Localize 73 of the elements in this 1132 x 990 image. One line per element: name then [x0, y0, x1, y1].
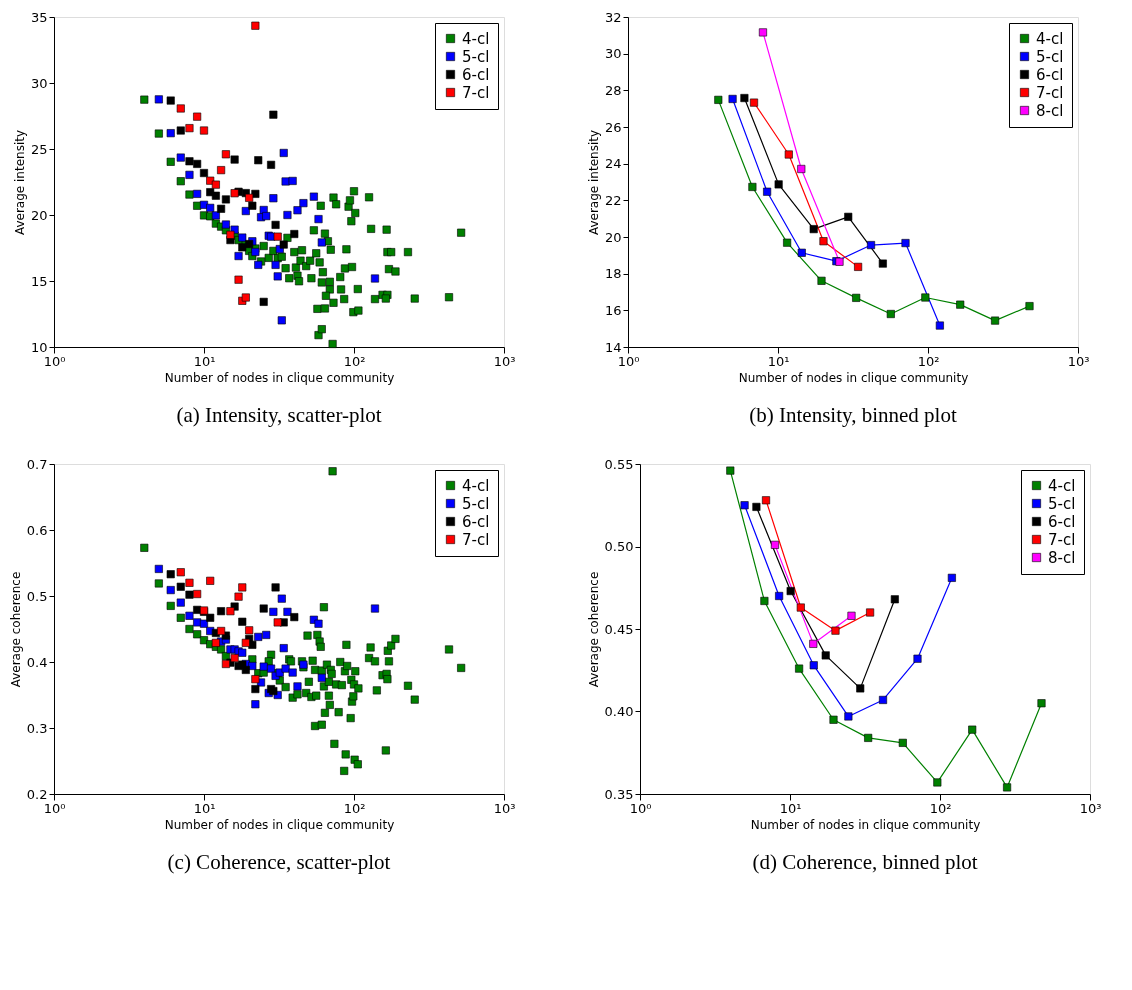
y-tick-label: 26 [604, 119, 622, 135]
y-tick-label: 0.35 [604, 786, 634, 802]
y-tick-label: 25 [30, 141, 48, 157]
legend-label: 6-cl [1048, 512, 1076, 531]
x-tick-label: 10² [343, 800, 366, 816]
legend-label: 4-cl [1048, 476, 1076, 495]
y-tick-label: 30 [604, 46, 622, 62]
x-tick-label: 10¹ [193, 353, 216, 369]
y-tick-label: 30 [30, 75, 48, 91]
legend-label: 7-cl [1036, 83, 1064, 102]
x-axis-title: Number of nodes in clique community [750, 817, 981, 832]
x-tick-label: 10⁰ [629, 800, 652, 816]
y-tick-label: 28 [604, 82, 622, 98]
x-tick-label: 10³ [1067, 353, 1090, 369]
y-tick-label: 0.3 [26, 720, 48, 736]
y-axis-title: Average coherence [8, 571, 23, 688]
y-tick-label: 32 [604, 9, 622, 25]
text: (b) Intensity, binned plot [749, 403, 957, 427]
y-tick-label: 0.6 [26, 522, 48, 538]
x-tick-label: 10⁰ [617, 353, 640, 369]
legend-label: 6-cl [1036, 65, 1064, 84]
y-tick-label: 10 [30, 339, 48, 355]
y-tick-label: 20 [30, 207, 48, 223]
legend-label: 7-cl [462, 530, 490, 549]
x-axis-title: Number of nodes in clique community [164, 370, 395, 385]
y-tick-label: 20 [604, 229, 622, 245]
x-axis-title: Number of nodes in clique community [164, 817, 395, 832]
y-axis-title: Average intensity [586, 129, 601, 236]
y-tick-label: 0.2 [26, 786, 48, 802]
y-tick-label: 16 [604, 302, 622, 318]
legend-label: 6-cl [462, 65, 490, 84]
y-tick-label: 0.40 [604, 704, 634, 719]
y-tick-label: 18 [604, 266, 622, 282]
y-tick-label: 0.55 [604, 456, 634, 472]
y-tick-label: 0.4 [26, 654, 48, 670]
legend-label: 4-cl [462, 29, 490, 48]
y-axis-title: Average intensity [12, 129, 27, 236]
legend-label: 4-cl [462, 476, 490, 495]
text: (c) Coherence, scatter-plot [167, 850, 391, 874]
legend-label: 5-cl [1036, 47, 1064, 66]
x-tick-label: 10¹ [779, 800, 802, 816]
x-tick-label: 10⁰ [43, 353, 66, 369]
legend-label: 5-cl [1048, 494, 1076, 513]
x-axis-title: Number of nodes in clique community [738, 370, 969, 385]
y-tick-label: 24 [604, 156, 622, 172]
x-tick-label: 10³ [493, 353, 516, 369]
y-tick-label: 22 [604, 192, 622, 208]
x-tick-label: 10² [917, 353, 940, 369]
x-tick-label: 10³ [1079, 800, 1102, 816]
x-tick-label: 10⁰ [43, 800, 66, 816]
y-tick-label: 0.50 [604, 539, 634, 554]
legend-label: 8-cl [1048, 548, 1076, 567]
y-axis-title: Average coherence [586, 571, 601, 688]
x-tick-label: 10² [929, 800, 952, 816]
y-tick-label: 0.45 [604, 621, 634, 637]
x-tick-label: 10¹ [193, 800, 216, 816]
legend-label: 6-cl [462, 512, 490, 531]
y-tick-label: 0.5 [26, 588, 48, 604]
legend-label: 4-cl [1036, 29, 1064, 48]
text: (a) Intensity, scatter-plot [176, 403, 382, 427]
y-tick-label: 15 [30, 273, 48, 289]
y-tick-label: 14 [604, 339, 622, 355]
x-tick-label: 10³ [493, 800, 516, 816]
legend-label: 5-cl [462, 494, 490, 513]
legend-label: 7-cl [1048, 530, 1076, 549]
legend-label: 8-cl [1036, 101, 1064, 120]
legend-label: 5-cl [462, 47, 490, 66]
x-tick-label: 10² [343, 353, 366, 369]
x-tick-label: 10¹ [767, 353, 790, 369]
y-tick-label: 0.7 [26, 456, 48, 472]
y-tick-label: 35 [30, 9, 48, 25]
text: (d) Coherence, binned plot [752, 850, 978, 874]
legend-label: 7-cl [462, 83, 490, 102]
